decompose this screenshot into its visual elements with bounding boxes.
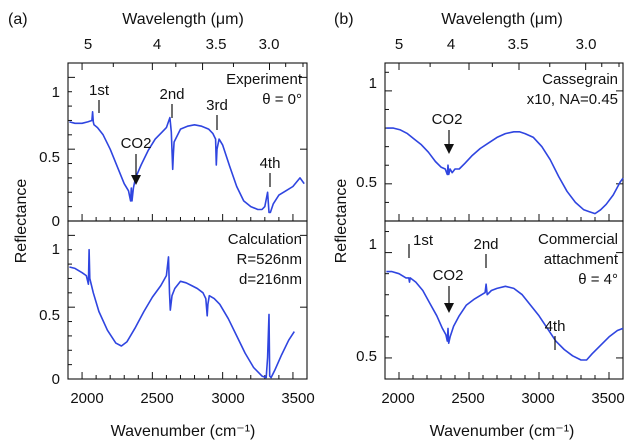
panel-b-bottom-x-tick-labels: 2000 2500 3000 3500 xyxy=(381,390,624,407)
panel-a-bottom-calculation-curve xyxy=(69,248,295,379)
wavelength-tick-label: 4 xyxy=(447,36,455,53)
panel-b-top-annotation: Cassegrain x10, NA=0.45 xyxy=(527,71,618,108)
panel-b-top-ticks xyxy=(385,63,623,222)
annotation-line: θ = 0° xyxy=(262,91,302,108)
annotation-line: d=216nm xyxy=(239,271,302,288)
x-tick-label: 2500 xyxy=(140,390,173,407)
annotation-line: attachment xyxy=(544,251,619,268)
co2-label: CO2 xyxy=(432,111,463,128)
peak-label-2nd: 2nd xyxy=(473,236,498,253)
panel-a-wavenumber-axis-title: Wavenumber (cm⁻¹) xyxy=(111,423,256,440)
y-tick-label: 1 xyxy=(369,75,377,92)
co2-arrow-head xyxy=(131,175,141,185)
wavelength-tick-label: 5 xyxy=(84,36,92,53)
panel-b-top-wavelength-tick-labels: 5 4 3.5 3.0 xyxy=(395,36,597,53)
panel-a-top-wavelength-tick-labels: 5 4 3.5 3.0 xyxy=(84,36,280,53)
panel-b-bottom-annotation: Commercial attachment θ = 4° xyxy=(538,231,619,288)
panel-a-letter: (a) xyxy=(8,11,28,28)
panel-b-bottom-commercial-curve xyxy=(386,270,624,361)
peak-label-4th: 4th xyxy=(545,318,566,335)
panel-a-bottom-frame xyxy=(67,220,308,380)
y-tick-label: 0.5 xyxy=(356,348,377,365)
y-tick-label: 0.5 xyxy=(356,174,377,191)
wavelength-tick-label: 3.5 xyxy=(508,36,529,53)
wavelength-tick-label: 3.5 xyxy=(206,36,227,53)
panel-b-top-cassegrain-curve xyxy=(386,127,624,215)
annotation-line: θ = 4° xyxy=(578,271,618,288)
peak-label-4th: 4th xyxy=(260,155,281,172)
y-tick-label: 0.5 xyxy=(39,307,60,324)
panel-b-wavelength-axis-title: Wavelength (μm) xyxy=(441,11,563,28)
annotation-line: Cassegrain xyxy=(542,71,618,88)
x-tick-label: 3500 xyxy=(591,390,624,407)
annotation-line: R=526nm xyxy=(237,251,302,268)
peak-label-1st: 1st xyxy=(413,232,434,249)
panel-b-top-y-tick-labels: 1 0.5 xyxy=(356,75,377,191)
panel-a-top-experiment-curve xyxy=(69,111,305,214)
panel-b-wavenumber-axis-title: Wavenumber (cm⁻¹) xyxy=(430,423,575,440)
x-tick-label: 3000 xyxy=(211,390,244,407)
y-tick-label: 1 xyxy=(52,84,60,101)
x-tick-label: 3000 xyxy=(521,390,554,407)
peak-label-1st: 1st xyxy=(89,82,110,99)
y-tick-label: 0.5 xyxy=(39,149,60,166)
panel-a-y-axis-title: Reflectance xyxy=(13,179,30,264)
panel-a-bottom-y-tick-labels: 1 0.5 0 xyxy=(39,241,60,388)
y-tick-label: 1 xyxy=(52,241,60,258)
annotation-line: Experiment xyxy=(226,71,303,88)
peak-label-3rd: 3rd xyxy=(206,97,228,114)
annotation-line: Commercial xyxy=(538,231,618,248)
annotation-line: x10, NA=0.45 xyxy=(527,91,618,108)
panel-b-top-co2-marker: CO2 xyxy=(432,111,463,154)
x-tick-label: 2000 xyxy=(70,390,103,407)
panel-a-top-peak-labels: 1st 2nd 3rd 4th CO2 xyxy=(89,82,280,187)
co2-arrow-head xyxy=(444,144,454,154)
co2-label: CO2 xyxy=(121,135,152,152)
panel-b-bottom-frame xyxy=(384,220,624,380)
wavelength-tick-label: 5 xyxy=(395,36,403,53)
panel-a-top-annotation: Experiment θ = 0° xyxy=(226,71,303,108)
y-tick-label: 0 xyxy=(52,213,60,230)
panel-b-bottom-peak-labels: 1st 2nd 4th CO2 xyxy=(408,232,566,350)
peak-label-2nd: 2nd xyxy=(159,86,184,103)
y-tick-label: 0 xyxy=(52,371,60,388)
panel-b-letter: (b) xyxy=(334,11,354,28)
wavelength-tick-label: 3.0 xyxy=(259,36,280,53)
panel-a-bottom-annotation: Calculation R=526nm d=216nm xyxy=(228,231,302,288)
panel-b-bottom-y-tick-labels: 1 0.5 xyxy=(356,236,377,365)
x-tick-label: 2000 xyxy=(381,390,414,407)
co2-label: CO2 xyxy=(433,267,464,284)
x-tick-label: 3500 xyxy=(281,390,314,407)
annotation-line: Calculation xyxy=(228,231,302,248)
x-tick-label: 2500 xyxy=(451,390,484,407)
panel-a-bottom-x-tick-labels: 2000 2500 3000 3500 xyxy=(70,390,314,407)
panel-a-wavelength-axis-title: Wavelength (μm) xyxy=(122,11,244,28)
panel-b-bottom-ticks xyxy=(385,231,623,380)
panel-a-bottom-ticks xyxy=(68,220,307,380)
panel-a-top-ticks xyxy=(68,62,307,222)
panel-b-y-axis-title: Reflectance xyxy=(333,179,350,264)
y-tick-label: 1 xyxy=(369,236,377,253)
panel-a-top-y-tick-labels: 1 0.5 0 xyxy=(39,84,60,230)
wavelength-tick-label: 3.0 xyxy=(576,36,597,53)
wavelength-tick-label: 4 xyxy=(153,36,161,53)
co2-arrow-head xyxy=(444,303,454,313)
